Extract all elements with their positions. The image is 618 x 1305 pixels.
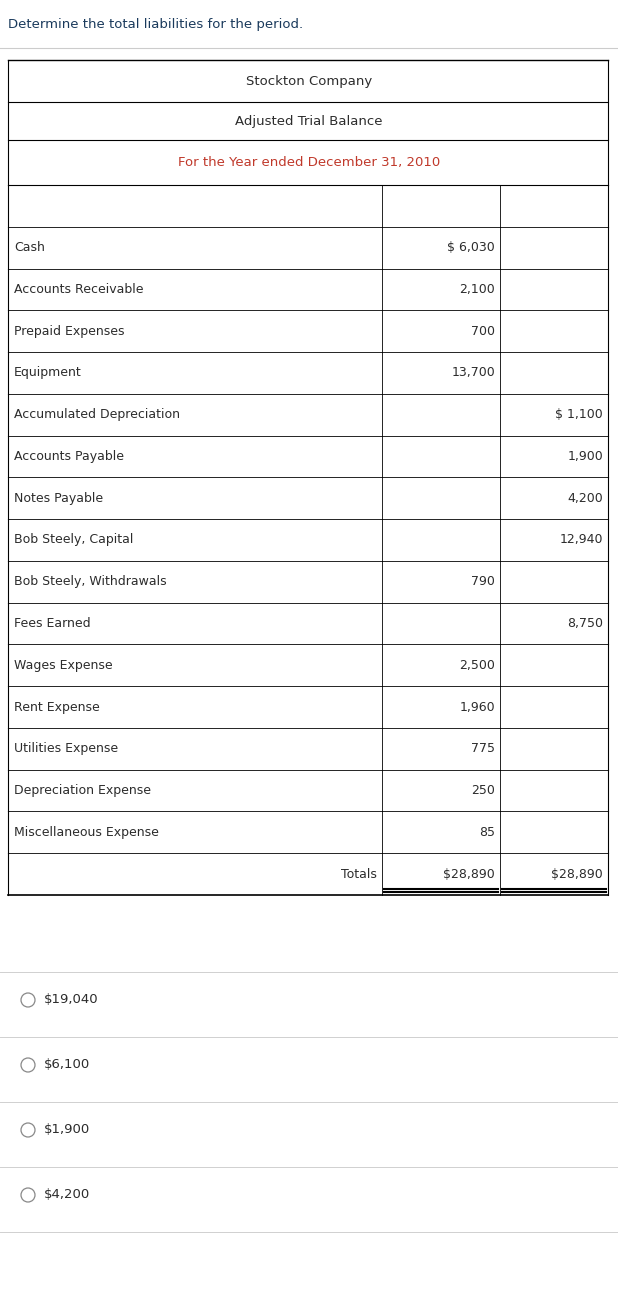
Text: Rent Expense: Rent Expense [14, 701, 99, 714]
Text: $ 1,100: $ 1,100 [555, 408, 603, 422]
Text: Utilities Expense: Utilities Expense [14, 743, 118, 756]
Circle shape [21, 993, 35, 1007]
Text: 1,960: 1,960 [459, 701, 495, 714]
Text: Adjusted Trial Balance: Adjusted Trial Balance [235, 115, 383, 128]
Text: 4,200: 4,200 [567, 492, 603, 505]
Text: Accumulated Depreciation: Accumulated Depreciation [14, 408, 180, 422]
Text: 775: 775 [471, 743, 495, 756]
Text: 8,750: 8,750 [567, 617, 603, 630]
Text: Cash: Cash [14, 241, 45, 254]
Text: Wages Expense: Wages Expense [14, 659, 112, 672]
Text: Bob Steely, Withdrawals: Bob Steely, Withdrawals [14, 576, 167, 589]
Text: $28,890: $28,890 [443, 868, 495, 881]
Text: 2,100: 2,100 [459, 283, 495, 296]
Circle shape [21, 1188, 35, 1202]
Circle shape [21, 1124, 35, 1137]
Text: Equipment: Equipment [14, 367, 82, 380]
Text: 13,700: 13,700 [451, 367, 495, 380]
Text: 1,900: 1,900 [567, 450, 603, 463]
Text: $28,890: $28,890 [551, 868, 603, 881]
Text: Totals: Totals [341, 868, 377, 881]
Text: Accounts Receivable: Accounts Receivable [14, 283, 143, 296]
Text: $6,100: $6,100 [44, 1058, 90, 1071]
Text: $ 6,030: $ 6,030 [447, 241, 495, 254]
Text: 12,940: 12,940 [559, 534, 603, 547]
Text: $1,900: $1,900 [44, 1124, 90, 1137]
Text: 700: 700 [471, 325, 495, 338]
Text: Prepaid Expenses: Prepaid Expenses [14, 325, 124, 338]
Text: Notes Payable: Notes Payable [14, 492, 103, 505]
Text: Bob Steely, Capital: Bob Steely, Capital [14, 534, 133, 547]
Text: 250: 250 [471, 784, 495, 797]
Text: Fees Earned: Fees Earned [14, 617, 91, 630]
Text: Miscellaneous Expense: Miscellaneous Expense [14, 826, 159, 839]
Text: $4,200: $4,200 [44, 1189, 90, 1202]
Text: For the Year ended December 31, 2010: For the Year ended December 31, 2010 [178, 157, 440, 170]
Text: 85: 85 [479, 826, 495, 839]
Text: Stockton Company: Stockton Company [246, 74, 372, 87]
Text: $19,040: $19,040 [44, 993, 99, 1006]
Text: Accounts Payable: Accounts Payable [14, 450, 124, 463]
Text: 2,500: 2,500 [459, 659, 495, 672]
Text: Determine the total liabilities for the period.: Determine the total liabilities for the … [8, 18, 303, 31]
Circle shape [21, 1058, 35, 1071]
Text: Depreciation Expense: Depreciation Expense [14, 784, 151, 797]
Text: 790: 790 [471, 576, 495, 589]
